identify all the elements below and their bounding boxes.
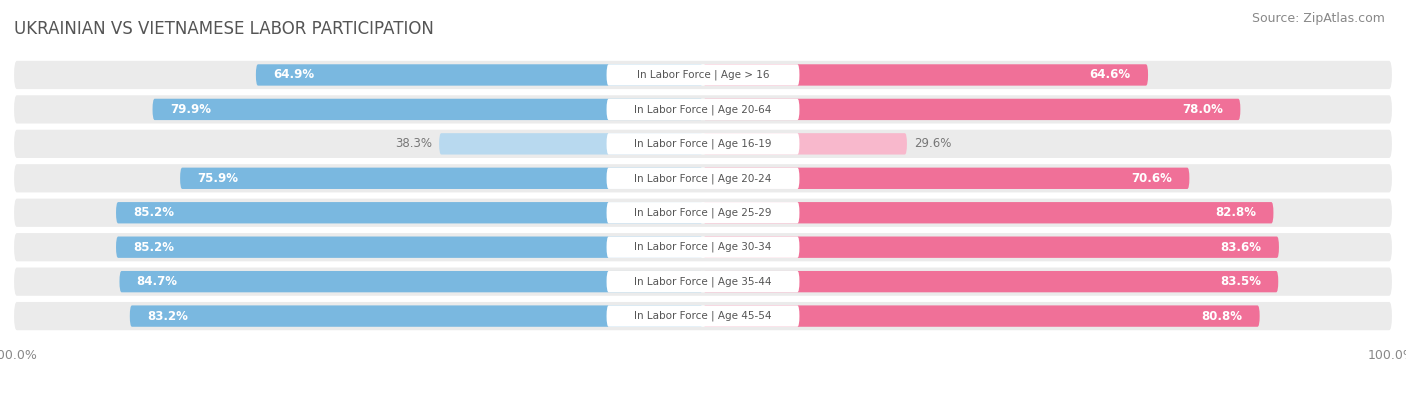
Text: 83.2%: 83.2%	[148, 310, 188, 323]
FancyBboxPatch shape	[703, 133, 907, 154]
Text: In Labor Force | Age 20-24: In Labor Force | Age 20-24	[634, 173, 772, 184]
Text: 78.0%: 78.0%	[1182, 103, 1223, 116]
FancyBboxPatch shape	[117, 237, 703, 258]
FancyBboxPatch shape	[606, 305, 800, 327]
FancyBboxPatch shape	[14, 130, 1392, 158]
FancyBboxPatch shape	[606, 133, 800, 154]
Text: 38.3%: 38.3%	[395, 137, 432, 150]
FancyBboxPatch shape	[14, 61, 1392, 89]
FancyBboxPatch shape	[439, 133, 703, 154]
FancyBboxPatch shape	[14, 233, 1392, 261]
Text: Source: ZipAtlas.com: Source: ZipAtlas.com	[1251, 12, 1385, 25]
FancyBboxPatch shape	[14, 164, 1392, 192]
Text: 84.7%: 84.7%	[136, 275, 177, 288]
FancyBboxPatch shape	[14, 95, 1392, 124]
FancyBboxPatch shape	[129, 305, 703, 327]
FancyBboxPatch shape	[14, 199, 1392, 227]
FancyBboxPatch shape	[152, 99, 703, 120]
Text: In Labor Force | Age 20-64: In Labor Force | Age 20-64	[634, 104, 772, 115]
Text: UKRAINIAN VS VIETNAMESE LABOR PARTICIPATION: UKRAINIAN VS VIETNAMESE LABOR PARTICIPAT…	[14, 19, 434, 38]
FancyBboxPatch shape	[120, 271, 703, 292]
Text: 85.2%: 85.2%	[134, 241, 174, 254]
Text: In Labor Force | Age > 16: In Labor Force | Age > 16	[637, 70, 769, 80]
FancyBboxPatch shape	[606, 237, 800, 258]
Text: 70.6%: 70.6%	[1132, 172, 1173, 185]
FancyBboxPatch shape	[703, 271, 1278, 292]
Text: In Labor Force | Age 25-29: In Labor Force | Age 25-29	[634, 207, 772, 218]
Text: In Labor Force | Age 16-19: In Labor Force | Age 16-19	[634, 139, 772, 149]
FancyBboxPatch shape	[703, 167, 1189, 189]
Text: 85.2%: 85.2%	[134, 206, 174, 219]
FancyBboxPatch shape	[606, 271, 800, 292]
Text: 83.5%: 83.5%	[1220, 275, 1261, 288]
FancyBboxPatch shape	[703, 237, 1279, 258]
FancyBboxPatch shape	[606, 167, 800, 189]
FancyBboxPatch shape	[703, 64, 1149, 86]
Text: 29.6%: 29.6%	[914, 137, 952, 150]
FancyBboxPatch shape	[606, 99, 800, 120]
FancyBboxPatch shape	[606, 64, 800, 86]
Text: 80.8%: 80.8%	[1202, 310, 1243, 323]
Text: 83.6%: 83.6%	[1220, 241, 1261, 254]
FancyBboxPatch shape	[703, 202, 1274, 224]
Text: 82.8%: 82.8%	[1215, 206, 1256, 219]
FancyBboxPatch shape	[256, 64, 703, 86]
Text: 64.9%: 64.9%	[273, 68, 314, 81]
FancyBboxPatch shape	[703, 99, 1240, 120]
FancyBboxPatch shape	[180, 167, 703, 189]
FancyBboxPatch shape	[703, 305, 1260, 327]
Text: In Labor Force | Age 30-34: In Labor Force | Age 30-34	[634, 242, 772, 252]
Text: In Labor Force | Age 35-44: In Labor Force | Age 35-44	[634, 276, 772, 287]
Text: 64.6%: 64.6%	[1090, 68, 1130, 81]
Text: 75.9%: 75.9%	[197, 172, 239, 185]
FancyBboxPatch shape	[14, 302, 1392, 330]
Text: In Labor Force | Age 45-54: In Labor Force | Age 45-54	[634, 311, 772, 322]
FancyBboxPatch shape	[14, 267, 1392, 296]
FancyBboxPatch shape	[606, 202, 800, 224]
FancyBboxPatch shape	[117, 202, 703, 224]
Text: 79.9%: 79.9%	[170, 103, 211, 116]
